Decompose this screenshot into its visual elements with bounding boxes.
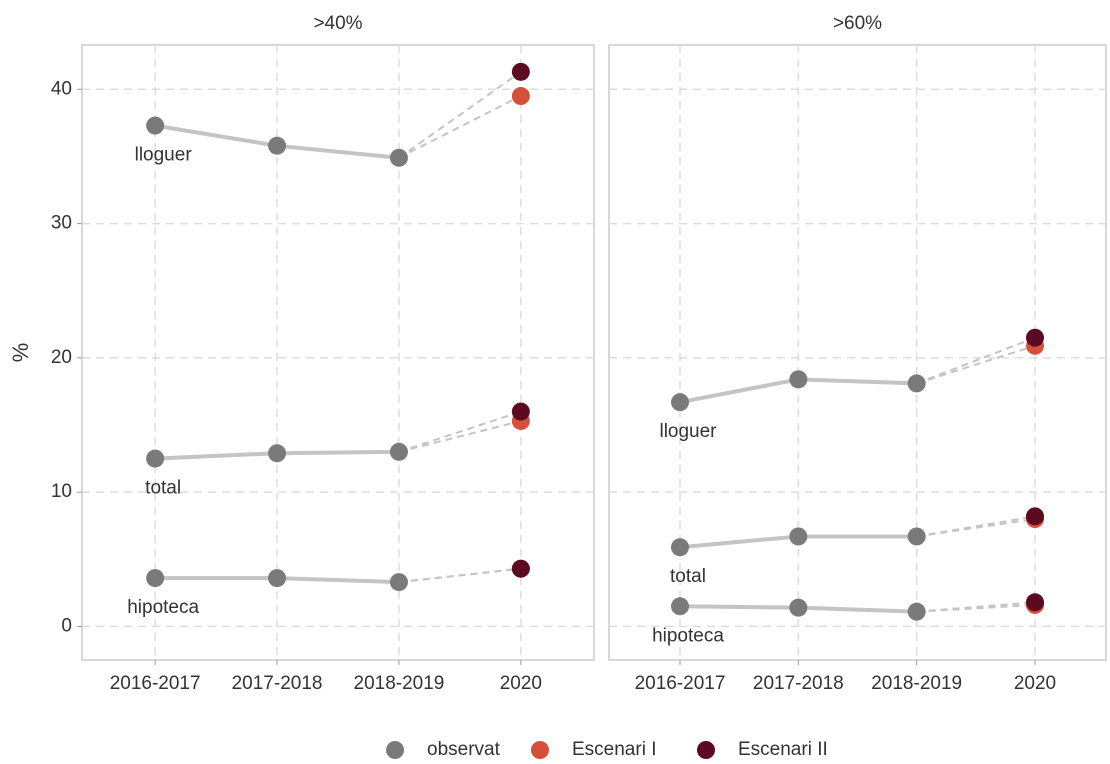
group-label: total [145,478,181,499]
observed-point [907,527,926,546]
y-tick-label: 10 [51,481,72,502]
x-tick-label: 2016-2017 [635,673,726,694]
scenario-line [916,336,1036,385]
observed-point [907,602,926,621]
observed-point [671,538,689,557]
observed-point [268,444,287,463]
observed-point [671,393,689,412]
x-tick-label: 2020 [1014,673,1056,694]
scenario-point [1026,507,1044,526]
scenario-line [916,344,1036,385]
observed-point [146,449,165,468]
group-label: lloguer [135,145,193,166]
scenario-line [398,71,522,159]
panel-border [81,44,595,661]
group-label: hipoteca [127,597,199,618]
observed-point [671,597,689,616]
legend-swatch [697,741,715,759]
x-tick-label: 2018-2019 [354,673,445,694]
group-label: hipoteca [652,625,724,646]
x-tick-label: 2017-2018 [232,673,323,694]
y-axis-label: % [8,343,33,363]
scenario-point [511,402,530,421]
y-tick-label: 30 [51,213,72,234]
legend-swatch [386,741,404,759]
observed-point [789,598,808,617]
observed-point [389,442,408,461]
x-tick-label: 2020 [500,673,542,694]
y-tick-label: 0 [61,615,72,636]
group-label: total [670,566,706,587]
observed-point [389,148,408,167]
group-label: lloguer [659,421,717,442]
scenario-point [511,87,530,106]
observed-point [789,527,808,546]
facet-title: >60% [833,13,882,34]
observed-point [389,573,408,592]
x-tick-label: 2017-2018 [753,673,844,694]
y-tick-label: 20 [51,347,72,368]
observed-point [268,136,287,155]
scenario-point [1026,328,1044,347]
y-tick-label: 40 [51,78,72,99]
observed-point [789,370,808,389]
legend-swatch [531,741,549,759]
scenario-point [511,559,530,578]
scenario-line [916,601,1036,613]
scenario-line [916,518,1036,538]
facet-title: >40% [313,13,362,34]
observed-point [146,569,165,588]
scenario-line [916,603,1036,613]
scenario-line [398,420,522,453]
scenario-line [398,410,522,453]
x-tick-label: 2018-2019 [871,673,962,694]
observed-point [268,569,287,588]
legend-label: Escenari I [572,739,656,760]
scenario-line [916,515,1036,538]
scenario-line [398,567,521,584]
scenario-point [511,62,530,81]
scenario-line [398,95,522,159]
scenario-point [1026,593,1044,612]
panel-border [608,44,1107,661]
observed-point [146,116,165,135]
legend-label: Escenari II [738,739,828,760]
x-tick-label: 2016-2017 [110,673,201,694]
legend-label: observat [427,739,501,760]
observed-point [907,374,926,393]
